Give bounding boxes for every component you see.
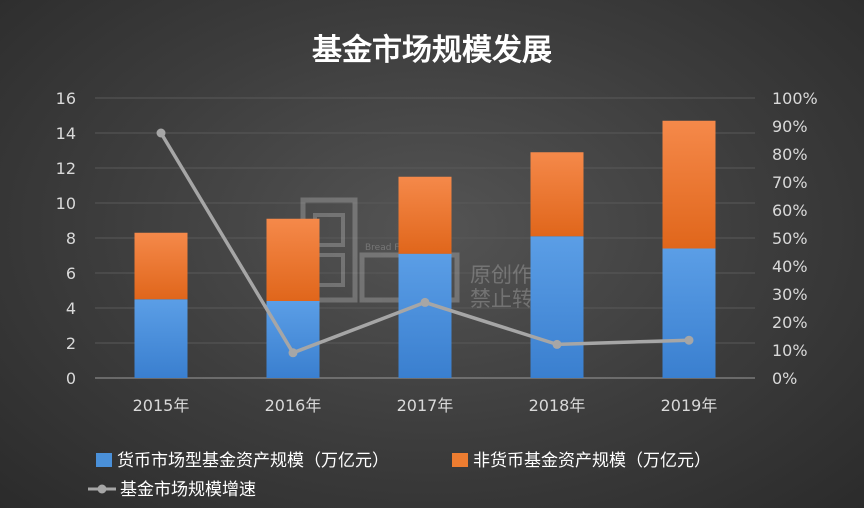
x-tick-label: 2017年 (397, 396, 454, 415)
legend-label-non-money: 非货币基金资产规模（万亿元） (473, 451, 711, 471)
x-tick-label: 2016年 (265, 396, 322, 415)
bar-money-market (662, 248, 716, 378)
growth-point (288, 348, 298, 358)
left-tick-label: 12 (56, 159, 76, 178)
bar-non-money (662, 120, 716, 249)
growth-point (156, 128, 166, 138)
left-tick-label: 14 (56, 124, 76, 143)
left-tick-label: 6 (66, 264, 76, 283)
legend-swatch-money-market (96, 453, 112, 467)
legend-label-money-market: 货币市场型基金资产规模（万亿元） (117, 451, 389, 471)
bar-non-money (134, 232, 188, 300)
right-tick-label: 50% (772, 229, 808, 248)
bar-money-market (266, 301, 320, 378)
watermark-small-text: Bread Finance (365, 243, 429, 253)
left-tick-label: 10 (56, 194, 76, 213)
growth-point (684, 335, 694, 345)
right-tick-label: 40% (772, 257, 808, 276)
bar-money-market (134, 299, 188, 378)
bar-non-money (398, 176, 452, 254)
right-tick-label: 30% (772, 285, 808, 304)
chart-title: 基金市场规模发展 (312, 33, 552, 68)
x-tick-label: 2018年 (529, 396, 586, 415)
legend: 货币市场型基金资产规模（万亿元） 非货币基金资产规模（万亿元） 基金市场规模增速 (88, 451, 711, 500)
growth-point (420, 297, 430, 307)
left-tick-label: 0 (66, 369, 76, 388)
right-axis-ticks: 0% 10% 20% 30% 40% 50% 60% 70% 80% 90% 100% (772, 89, 818, 388)
right-tick-label: 100% (772, 89, 818, 108)
x-tick-label: 2019年 (661, 396, 718, 415)
legend-label-growth: 基金市场规模增速 (120, 480, 256, 500)
right-tick-label: 90% (772, 117, 808, 136)
left-axis-ticks: 0 2 4 6 8 10 12 14 16 (56, 89, 76, 388)
right-tick-label: 20% (772, 313, 808, 332)
right-tick-label: 60% (772, 201, 808, 220)
legend-swatch-non-money (452, 453, 468, 467)
right-tick-label: 70% (772, 173, 808, 192)
x-tick-label: 2015年 (133, 396, 190, 415)
bar-money-market (398, 253, 452, 378)
left-tick-label: 16 (56, 89, 76, 108)
line-series (156, 128, 694, 358)
left-tick-label: 4 (66, 299, 76, 318)
right-tick-label: 0% (772, 369, 797, 388)
bar-series (134, 120, 716, 378)
legend-marker-growth (97, 484, 107, 494)
right-tick-label: 10% (772, 341, 808, 360)
bar-money-market (530, 236, 584, 378)
growth-point (552, 339, 562, 349)
right-tick-label: 80% (772, 145, 808, 164)
left-tick-label: 2 (66, 334, 76, 353)
x-axis-ticks: 2015年 2016年 2017年 2018年 2019年 (133, 396, 718, 415)
bar-non-money (530, 152, 584, 237)
bar-non-money (266, 218, 320, 301)
left-tick-label: 8 (66, 229, 76, 248)
